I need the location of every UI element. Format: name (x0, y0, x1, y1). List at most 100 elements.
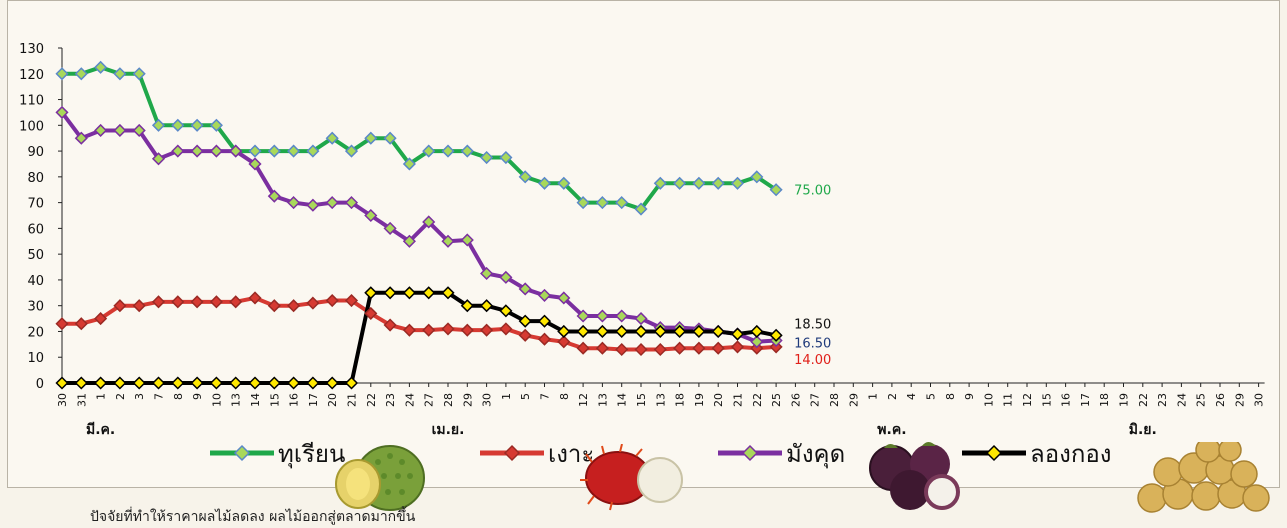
x-tick-label: 7 (539, 393, 552, 400)
data-point (74, 131, 88, 145)
data-point (383, 131, 397, 145)
legend-label-longkong: ลองกอง (1030, 439, 1112, 468)
data-point (422, 144, 436, 158)
x-tick-label: 15 (268, 393, 281, 407)
end-value-label: 16.50 (794, 336, 831, 351)
series-line-0 (62, 65, 778, 212)
data-point (325, 196, 339, 210)
x-tick-label: 24 (1175, 393, 1188, 407)
data-point (287, 196, 301, 210)
y-tick-label: 90 (27, 145, 44, 160)
data-point (190, 376, 204, 390)
x-tick-label: 17 (307, 393, 320, 407)
x-tick-label: 21 (732, 393, 745, 407)
x-tick-label: 13 (596, 393, 609, 407)
data-point (364, 131, 378, 145)
data-point (171, 376, 185, 390)
x-tick-label: 21 (346, 393, 359, 407)
x-tick-label: 7 (153, 393, 166, 400)
month-labels: มี.ค. เม.ย. พ.ค. มิ.ย. (86, 422, 1157, 438)
data-point (711, 176, 725, 190)
month-label: เม.ย. (432, 422, 465, 438)
data-point (132, 299, 146, 313)
data-point (132, 376, 146, 390)
data-point (460, 144, 474, 158)
data-point (190, 118, 204, 132)
data-point (94, 376, 108, 390)
data-point (692, 176, 706, 190)
data-point (750, 324, 764, 339)
legend-swatch-longkong (962, 444, 1026, 462)
x-tick-label: 13 (230, 393, 243, 407)
x-tick-label: 1 (867, 393, 880, 400)
x-tick-label: 18 (674, 393, 687, 407)
data-point (229, 144, 243, 158)
data-point (151, 152, 166, 166)
x-tick-label: 17 (1079, 393, 1092, 407)
data-point (267, 299, 281, 313)
longkong-image (1137, 442, 1270, 513)
y-tick-label: 60 (27, 222, 44, 237)
data-point (325, 131, 339, 145)
y-tick-label: 120 (19, 68, 44, 83)
data-point (383, 286, 397, 300)
data-point (480, 299, 494, 313)
data-point (480, 323, 494, 337)
data-point (55, 67, 69, 81)
data-point (306, 144, 320, 158)
data-point (595, 324, 609, 339)
data-point (518, 170, 532, 184)
x-tick-label: 9 (963, 393, 976, 400)
x-tick-label: 30 (1253, 393, 1266, 407)
data-point (364, 306, 378, 320)
data-point (74, 67, 88, 81)
x-tick-label: 20 (326, 393, 339, 407)
data-point (209, 376, 223, 390)
data-point (151, 118, 166, 132)
data-point (692, 341, 706, 355)
data-point (750, 170, 764, 184)
data-point (267, 376, 281, 390)
data-point (557, 324, 571, 339)
x-tick-label: 25 (770, 393, 783, 407)
data-point (171, 295, 185, 309)
data-point (94, 60, 108, 74)
x-tick-label: 26 (1214, 393, 1227, 407)
x-tick-label: 11 (1002, 393, 1015, 407)
month-label: มี.ค. (86, 422, 115, 438)
data-point (74, 376, 88, 390)
x-tick-label: 15 (1040, 393, 1053, 407)
data-point (576, 324, 590, 339)
x-tick-label: 1 (500, 393, 513, 400)
data-point (55, 376, 69, 390)
data-point (518, 282, 532, 296)
x-tick-label: 22 (751, 393, 764, 407)
data-point (209, 144, 223, 158)
data-point (344, 196, 359, 210)
data-point (576, 341, 590, 355)
data-point (537, 288, 552, 302)
y-tick-label: 40 (27, 274, 44, 289)
data-point (55, 317, 69, 331)
end-value-label: 18.50 (794, 317, 831, 332)
x-tick-label: 22 (1137, 393, 1150, 407)
data-point (94, 312, 108, 326)
data-point (480, 150, 494, 165)
data-point (441, 286, 455, 300)
caption-text: ปัจจัยที่ทำให้ราคาผลไม้ลดลง ผลไม้ออกสู่ต… (90, 509, 416, 525)
x-tick-label: 27 (809, 393, 822, 407)
data-point (248, 376, 262, 390)
y-tick-label: 10 (27, 351, 44, 366)
month-label: มิ.ย. (1129, 422, 1157, 438)
data-point (113, 299, 127, 313)
x-tick-label: 8 (172, 393, 185, 400)
legend-label-rambutan: เงาะ (548, 439, 595, 468)
y-tick-label: 0 (36, 377, 44, 392)
data-point (595, 196, 609, 210)
data-point (653, 176, 667, 190)
y-tick-label: 70 (27, 197, 44, 212)
data-point (673, 324, 687, 339)
legend-swatch-mangosteen (718, 444, 782, 462)
series-line-2 (60, 111, 777, 344)
data-point (402, 323, 416, 337)
